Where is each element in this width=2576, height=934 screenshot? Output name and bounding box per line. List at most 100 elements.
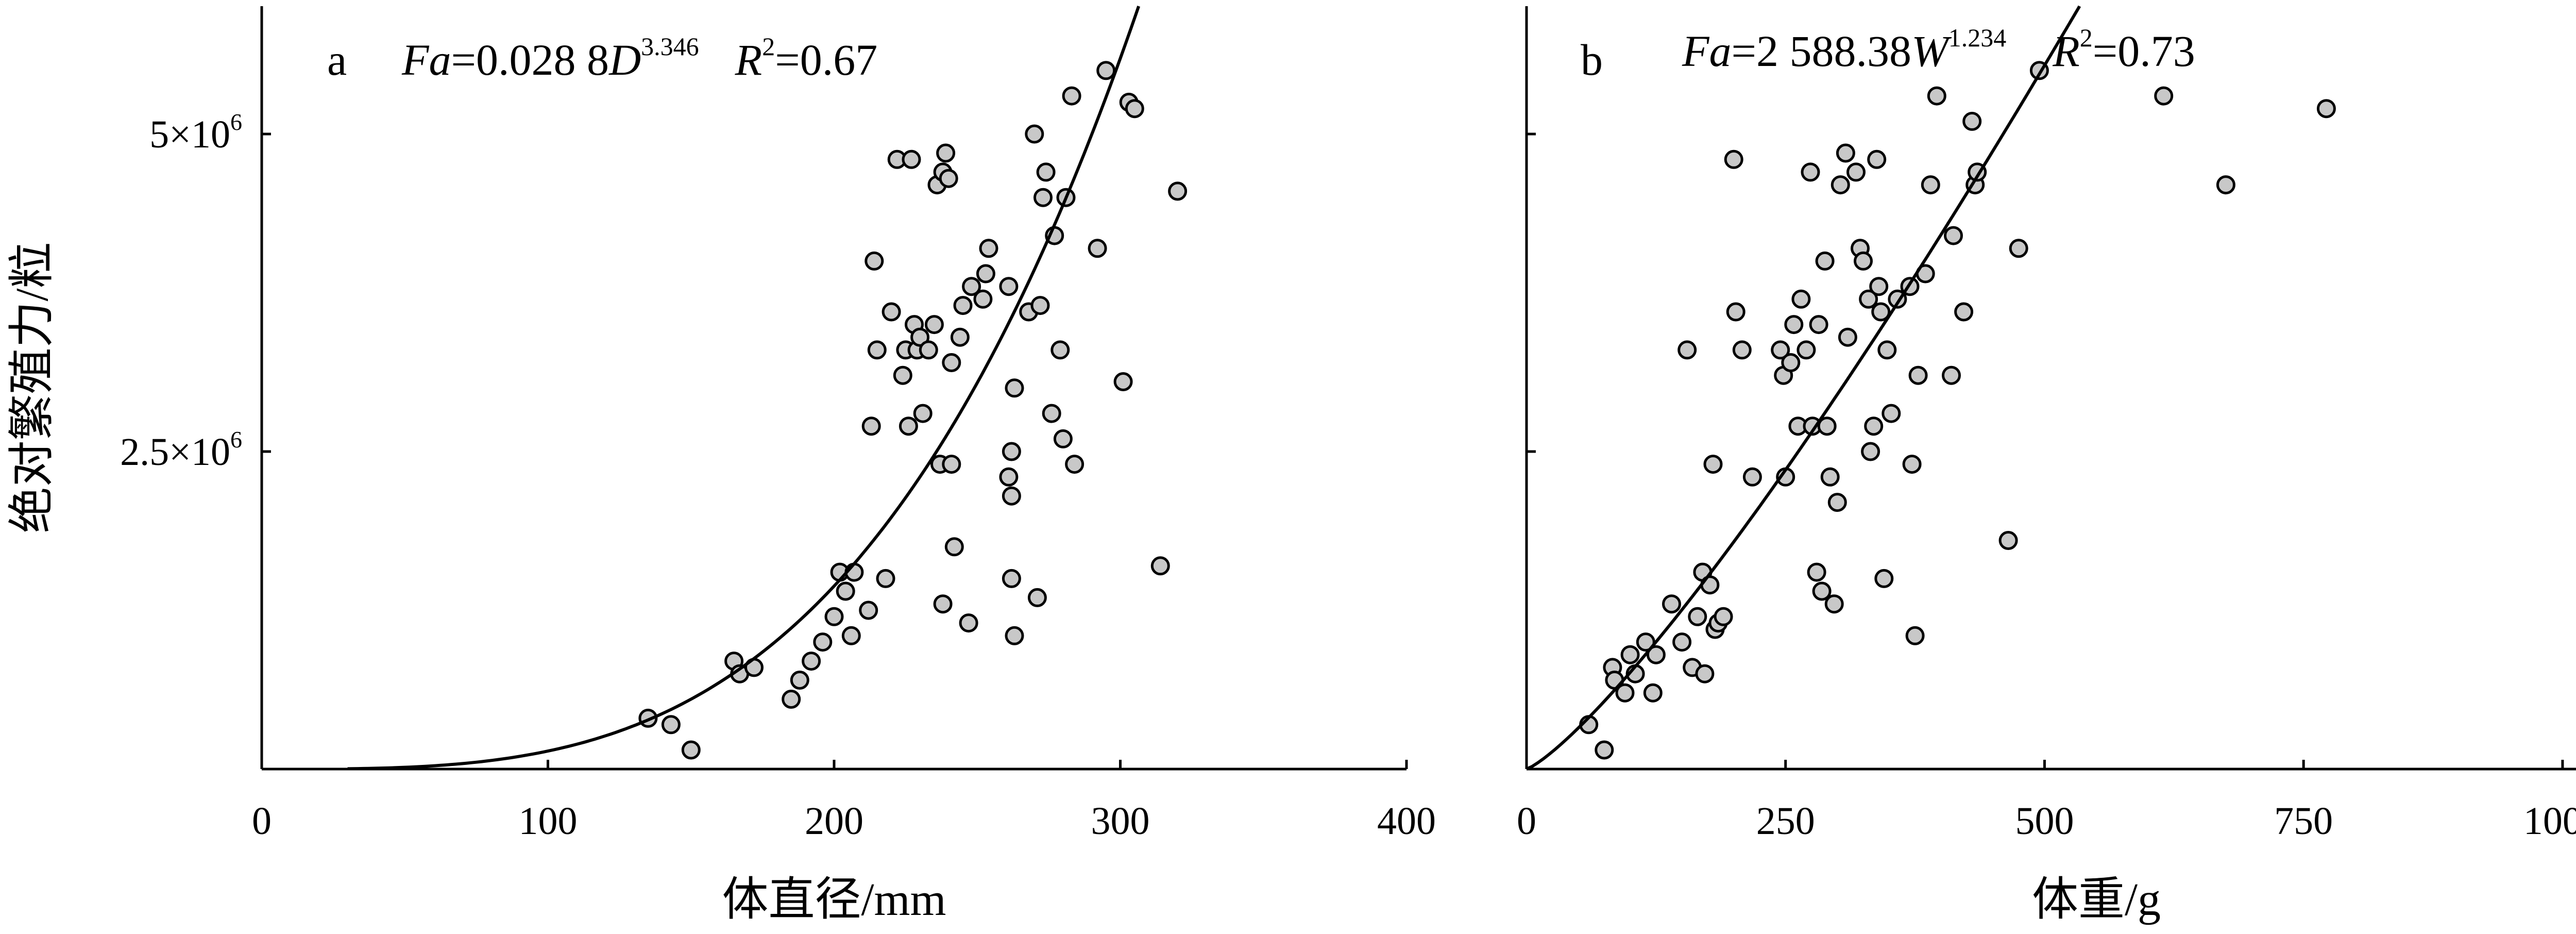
data-point (1801, 162, 1820, 182)
data-point (1781, 353, 1801, 372)
data-point (1688, 607, 1707, 626)
x-tick-label: 200 (805, 799, 863, 843)
data-point (1882, 404, 1901, 423)
data-point (1062, 86, 1081, 106)
data-point (936, 143, 956, 163)
data-point (1927, 86, 1946, 106)
data-point (942, 353, 961, 372)
data-point (1859, 289, 1878, 309)
data-point (1854, 251, 1873, 271)
data-point (1921, 175, 1940, 195)
data-point (913, 404, 933, 423)
data-point (841, 626, 861, 645)
data-point (933, 594, 953, 614)
data-point (782, 690, 801, 709)
y-tick-label: 2.5×106 (120, 426, 242, 474)
data-point (1025, 124, 1044, 144)
data-point (910, 327, 930, 347)
data-point (1065, 455, 1084, 474)
data-point (1053, 429, 1073, 448)
data-point (1815, 251, 1835, 271)
data-point (1150, 556, 1170, 576)
data-point (1871, 302, 1891, 322)
eq-a-exp: 3.346 (641, 32, 699, 61)
data-point (1836, 143, 1855, 163)
data-point (1846, 162, 1866, 182)
eq-b-r-val: =0.73 (2093, 26, 2195, 76)
eq-a-r-val: =0.67 (775, 35, 877, 85)
data-point (1615, 683, 1635, 703)
panel-b-fit-curve (1526, 5, 2081, 771)
data-point (2154, 86, 2174, 106)
data-point (2316, 99, 2336, 119)
data-point (1726, 302, 1745, 322)
data-point (1791, 289, 1811, 309)
eq-a-coef: =0.028 8 (451, 35, 609, 85)
data-point (942, 455, 961, 474)
data-point (861, 416, 881, 436)
data-point (944, 537, 964, 557)
data-point (2216, 175, 2235, 195)
data-point (865, 251, 884, 271)
data-point (1732, 340, 1752, 360)
data-point (661, 715, 681, 735)
data-point (1168, 181, 1188, 201)
data-point (1905, 626, 1925, 645)
data-point (999, 277, 1019, 296)
data-point (1902, 455, 1922, 474)
eq-a-r-exp: 2 (762, 32, 775, 61)
data-point (876, 569, 895, 588)
x-tick-label: 750 (2274, 799, 2333, 843)
data-point (1807, 562, 1826, 582)
data-point (1877, 340, 1897, 360)
data-point (1714, 607, 1733, 626)
data-point (867, 340, 887, 360)
data-point (919, 340, 938, 360)
data-point (1005, 378, 1024, 398)
data-point (1002, 569, 1021, 588)
data-point (1724, 149, 1743, 169)
data-point (1002, 442, 1021, 461)
data-point (1595, 740, 1614, 760)
data-point (950, 327, 970, 347)
x-tick-label: 0 (252, 799, 272, 843)
data-point (1643, 683, 1663, 703)
data-point (939, 169, 958, 188)
panel-b-points (1579, 61, 2336, 760)
data-point (824, 607, 844, 626)
data-point (1942, 365, 1961, 385)
data-point (2009, 239, 2028, 258)
data-point (1824, 594, 1844, 614)
data-point (1908, 365, 1928, 385)
data-point (1864, 416, 1884, 436)
data-point (1695, 664, 1715, 683)
data-point (893, 365, 912, 385)
data-point (1677, 340, 1697, 360)
data-point (802, 652, 821, 671)
data-point (899, 416, 918, 436)
data-point (1646, 645, 1666, 664)
data-point (859, 601, 878, 620)
data-point (962, 277, 981, 296)
panel-a-label: a (327, 35, 347, 85)
x-tick-label: 500 (2015, 799, 2074, 843)
panel-a-points (638, 61, 1188, 760)
data-point (979, 239, 998, 258)
data-point (1036, 162, 1056, 182)
data-point (976, 264, 995, 283)
data-point (1797, 340, 1816, 360)
data-point (1096, 61, 1116, 80)
data-point (999, 467, 1019, 487)
data-point (1050, 340, 1070, 360)
eq-b-lhs: Fa (1682, 26, 1732, 76)
data-point (1954, 302, 1974, 322)
x-tick-label: 300 (1091, 799, 1150, 843)
data-point (1620, 645, 1640, 664)
data-point (953, 296, 973, 315)
eq-b-coef: =2 588.38 (1732, 26, 1912, 76)
data-point (1809, 315, 1828, 335)
y-tick-label: 5×106 (149, 109, 242, 156)
eq-a-lhs: Fa (401, 35, 451, 85)
